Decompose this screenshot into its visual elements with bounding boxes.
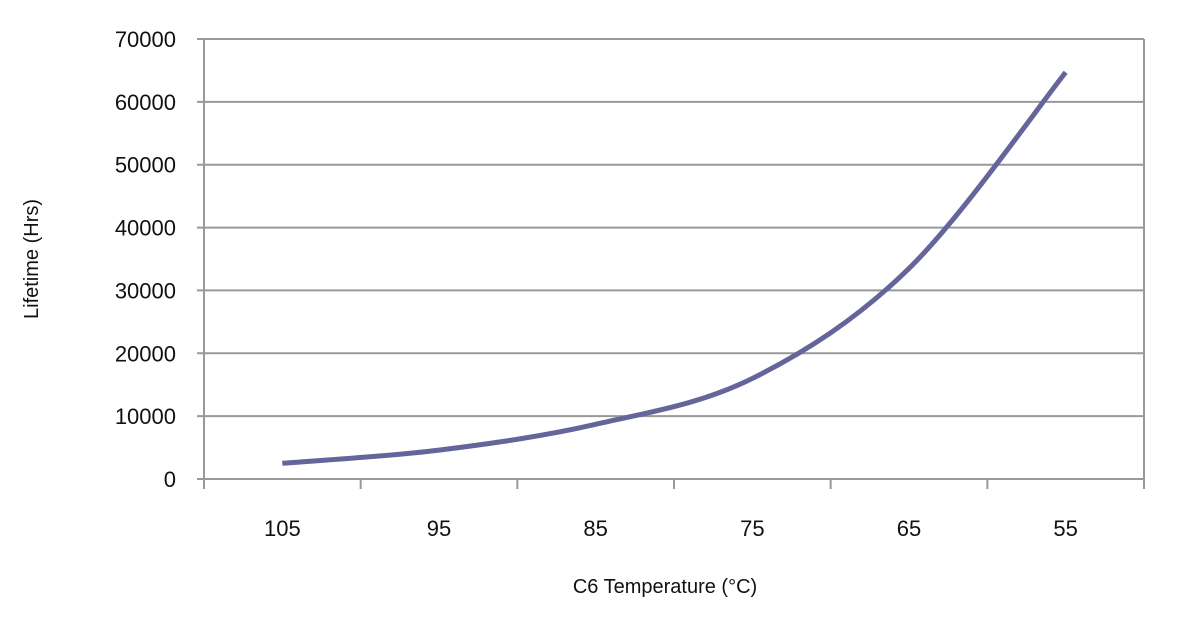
- x-tick-label: 85: [583, 516, 607, 541]
- y-tick-label: 50000: [115, 153, 176, 178]
- y-axis-label: Lifetime (Hrs): [21, 199, 43, 319]
- y-tick-label: 70000: [115, 27, 176, 52]
- y-tick-label: 60000: [115, 90, 176, 115]
- y-tick-labels: 0 10000 20000 30000 40000 50000 60000 70000: [115, 27, 176, 492]
- x-tick-label: 75: [740, 516, 764, 541]
- series: [282, 70, 1068, 466]
- y-tick-label: 20000: [115, 341, 176, 366]
- series-line: [282, 70, 1068, 466]
- y-tick-label: 40000: [115, 216, 176, 241]
- y-tick-label: 30000: [115, 278, 176, 303]
- gridlines: [197, 38, 1144, 480]
- x-axis-label: C6 Temperature (°C): [573, 576, 757, 598]
- x-tick-label: 55: [1053, 516, 1077, 541]
- y-tick-label: 0: [164, 467, 176, 492]
- x-tick-labels: 105 95 85 75 65 55: [264, 516, 1078, 541]
- y-tick-label: 10000: [115, 404, 176, 429]
- x-tick-label: 105: [264, 516, 301, 541]
- axes: [203, 39, 1145, 489]
- x-tick-label: 65: [897, 516, 921, 541]
- x-tick-label: 95: [427, 516, 451, 541]
